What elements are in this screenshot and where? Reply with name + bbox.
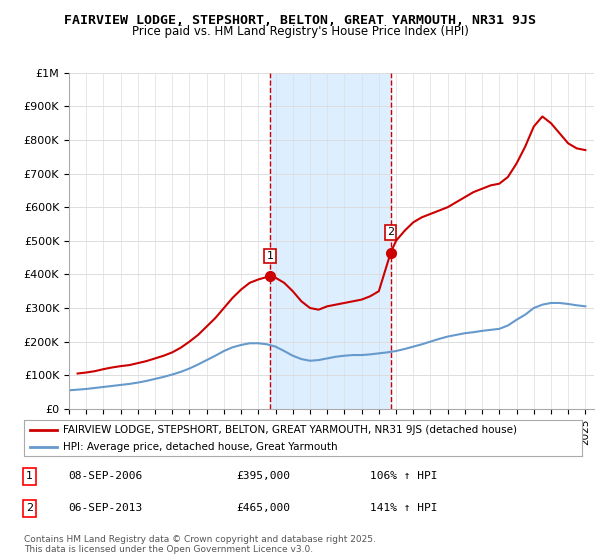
Text: 2: 2 [387,227,394,237]
Text: Price paid vs. HM Land Registry's House Price Index (HPI): Price paid vs. HM Land Registry's House … [131,25,469,38]
Bar [270,73,391,409]
Text: FAIRVIEW LODGE, STEPSHORT, BELTON, GREAT YARMOUTH, NR31 9JS: FAIRVIEW LODGE, STEPSHORT, BELTON, GREAT… [64,14,536,27]
Text: 106% ↑ HPI: 106% ↑ HPI [370,471,437,481]
Text: Contains HM Land Registry data © Crown copyright and database right 2025.
This d: Contains HM Land Registry data © Crown c… [24,535,376,554]
Text: 2: 2 [26,503,33,514]
Text: 1: 1 [267,251,274,261]
Text: FAIRVIEW LODGE, STEPSHORT, BELTON, GREAT YARMOUTH, NR31 9JS (detached house): FAIRVIEW LODGE, STEPSHORT, BELTON, GREAT… [63,425,517,435]
Text: £465,000: £465,000 [236,503,290,514]
Text: 1: 1 [26,471,33,481]
Text: HPI: Average price, detached house, Great Yarmouth: HPI: Average price, detached house, Grea… [63,442,338,452]
Text: £395,000: £395,000 [236,471,290,481]
Text: 141% ↑ HPI: 141% ↑ HPI [370,503,437,514]
Text: 08-SEP-2006: 08-SEP-2006 [68,471,143,481]
Text: 06-SEP-2013: 06-SEP-2013 [68,503,143,514]
